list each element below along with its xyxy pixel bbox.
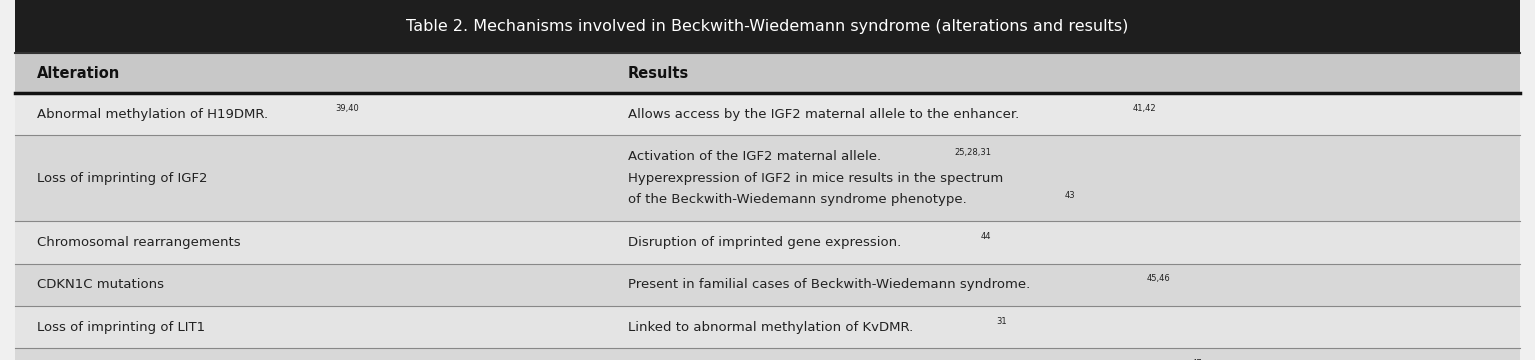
Bar [15,135,1520,221]
Text: of the Beckwith-Wiedemann syndrome phenotype.: of the Beckwith-Wiedemann syndrome pheno… [628,193,967,206]
Bar [15,93,1520,135]
Text: Alteration: Alteration [37,66,120,81]
Text: 44: 44 [981,232,992,241]
Text: Chromosomal rearrangements: Chromosomal rearrangements [37,236,241,249]
Text: Results: Results [628,66,689,81]
Text: Hyperexpression of IGF2 in mice results in the spectrum: Hyperexpression of IGF2 in mice results … [628,172,1002,185]
Text: Allows access by the IGF2 maternal allele to the enhancer.: Allows access by the IGF2 maternal allel… [628,108,1019,121]
Text: CDKN1C mutations: CDKN1C mutations [37,278,164,291]
Text: Linked to abnormal methylation of KvDMR.: Linked to abnormal methylation of KvDMR. [628,321,913,334]
Text: Loss of imprinting of LIT1: Loss of imprinting of LIT1 [37,321,206,334]
Text: 47: 47 [1191,359,1202,360]
Text: 45,46: 45,46 [1147,274,1171,283]
Text: 41,42: 41,42 [1133,104,1156,113]
Bar [15,264,1520,306]
Bar [15,53,1520,93]
Text: Present in familial cases of Beckwith-Wiedemann syndrome.: Present in familial cases of Beckwith-Wi… [628,278,1030,291]
Text: Abnormal methylation of H19DMR.: Abnormal methylation of H19DMR. [37,108,269,121]
Text: 31: 31 [996,317,1007,326]
Bar [15,306,1520,348]
Text: 39,40: 39,40 [335,104,359,113]
Text: 25,28,31: 25,28,31 [955,148,992,157]
Bar [15,0,1520,53]
Text: Activation of the IGF2 maternal allele.: Activation of the IGF2 maternal allele. [628,150,881,163]
Text: Loss of imprinting of IGF2: Loss of imprinting of IGF2 [37,172,207,185]
Bar [15,221,1520,264]
Bar [15,348,1520,360]
Text: Disruption of imprinted gene expression.: Disruption of imprinted gene expression. [628,236,901,249]
Text: Table 2. Mechanisms involved in Beckwith-Wiedemann syndrome (alterations and res: Table 2. Mechanisms involved in Beckwith… [407,19,1128,34]
Text: 43: 43 [1065,191,1076,200]
